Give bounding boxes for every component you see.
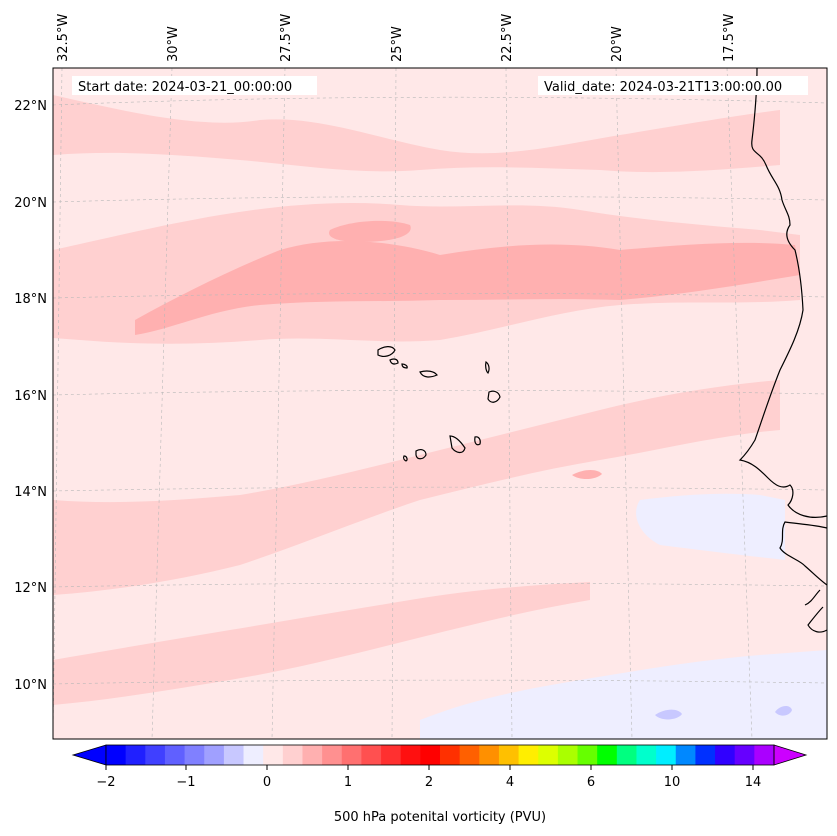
colorbar-cell: [223, 745, 245, 765]
colorbar-tick-label: 0: [263, 775, 271, 790]
colorbar-cell: [145, 745, 166, 765]
colorbar-tick-label: 2: [425, 775, 433, 790]
colorbar-cell: [518, 745, 539, 765]
colorbar-cell: [636, 745, 657, 765]
colorbar-cell: [302, 745, 323, 765]
pv-patch-blue-south: [420, 650, 827, 739]
colorbar-cell: [479, 745, 500, 765]
colorbar-title: 500 hPa potenital vorticity (PVU): [334, 810, 546, 825]
lat-label: 12°N: [14, 581, 47, 596]
colorbar-tick-label: 6: [587, 775, 595, 790]
colorbar-cell: [125, 745, 146, 765]
colorbar-cell: [656, 745, 677, 765]
colorbar-cells: [106, 745, 775, 765]
map-panel: Start date: 2024-03-21_00:00:00 Valid_da…: [52, 67, 828, 740]
colorbar-cell: [695, 745, 716, 765]
lat-label: 10°N: [14, 678, 47, 693]
lat-label: 18°N: [14, 292, 47, 307]
colorbar-tick-label: 10: [664, 775, 681, 790]
colorbar-cell: [538, 745, 559, 765]
colorbar-cell: [400, 745, 421, 765]
colorbar-tick-label: 1: [344, 775, 352, 790]
start-date-box: [72, 76, 317, 95]
colorbar-cell: [498, 745, 520, 765]
lat-label: 22°N: [14, 99, 47, 114]
colorbar-cell: [557, 745, 579, 765]
valid-date-box: [538, 76, 808, 95]
lon-label: 20°W: [610, 26, 625, 62]
pv-patch-north: [329, 220, 411, 242]
cape-verde-islands: [377, 346, 501, 462]
map-frame: [52, 67, 828, 740]
pv-patch-blue-east: [636, 493, 785, 560]
colorbar-cell: [715, 745, 736, 765]
pv-band-medium: [135, 240, 800, 335]
colorbar-cell: [754, 745, 775, 765]
colorbar-tick-labels: −2 −1 0 1 2 4 6 10 14: [96, 775, 761, 790]
colorbar: −2 −1 0 1 2 4 6 10 14 500 hPa potenital …: [71, 744, 808, 825]
colorbar-cell: [616, 745, 638, 765]
colorbar-tick-label: 14: [745, 775, 762, 790]
colorbar-tick-label: −2: [96, 775, 115, 790]
lat-label: 16°N: [14, 389, 47, 404]
lon-label: 30°W: [166, 26, 181, 62]
lon-label: 27.5°W: [279, 14, 294, 62]
colorbar-tick-label: 4: [506, 775, 514, 790]
lon-label: 22.5°W: [500, 14, 515, 62]
colorbar-over-arrow: [773, 744, 808, 766]
pv-patch-blue-small-2: [775, 706, 792, 716]
colorbar-tick-label: −1: [176, 775, 195, 790]
colorbar-ticks: [105, 765, 754, 770]
colorbar-cell: [106, 745, 127, 765]
colorbar-cell: [282, 745, 304, 765]
colorbar-cell: [459, 745, 480, 765]
colorbar-cell: [322, 745, 343, 765]
colorbar-cell: [184, 745, 205, 765]
lon-label: 32.5°W: [56, 14, 71, 62]
pv-patch-blue-small-1: [655, 709, 682, 720]
colorbar-cell: [675, 745, 697, 765]
colorbar-cell: [341, 745, 363, 765]
colorbar-cell: [597, 745, 618, 765]
pv-band-southwest: [53, 380, 780, 595]
colorbar-cell: [164, 745, 186, 765]
colorbar-cell: [420, 745, 441, 765]
lat-label: 20°N: [14, 196, 47, 211]
pv-band-light-north: [53, 95, 780, 173]
colorbar-under-arrow: [71, 744, 107, 766]
valid-date-label: Valid_date: 2024-03-21T13:00:00.00: [544, 80, 782, 95]
colorbar-cell: [381, 745, 402, 765]
graticule: [52, 67, 828, 740]
lon-label: 25°W: [390, 26, 405, 62]
pv-patch-red-small: [572, 470, 602, 480]
lon-label: 17.5°W: [722, 14, 737, 62]
colorbar-frame: [105, 744, 775, 766]
africa-coastline: [738, 67, 828, 518]
colorbar-cell: [440, 745, 461, 765]
latitude-labels: 22°N 20°N 18°N 16°N 14°N 12°N 10°N: [14, 99, 47, 693]
start-date-label: Start date: 2024-03-21_00:00:00: [78, 80, 292, 95]
lat-label: 14°N: [14, 485, 47, 500]
africa-coastline-south: [779, 521, 828, 633]
longitude-labels: 32.5°W 30°W 27.5°W 25°W 22.5°W 20°W 17.5…: [56, 14, 737, 62]
colorbar-cell: [734, 745, 755, 765]
pv-band-south: [53, 582, 590, 705]
colorbar-cell: [204, 745, 225, 765]
colorbar-cell: [577, 745, 598, 765]
colorbar-cell: [263, 745, 284, 765]
colorbar-cell: [243, 745, 264, 765]
colorbar-cell: [361, 745, 382, 765]
pv-contours: [53, 95, 827, 739]
